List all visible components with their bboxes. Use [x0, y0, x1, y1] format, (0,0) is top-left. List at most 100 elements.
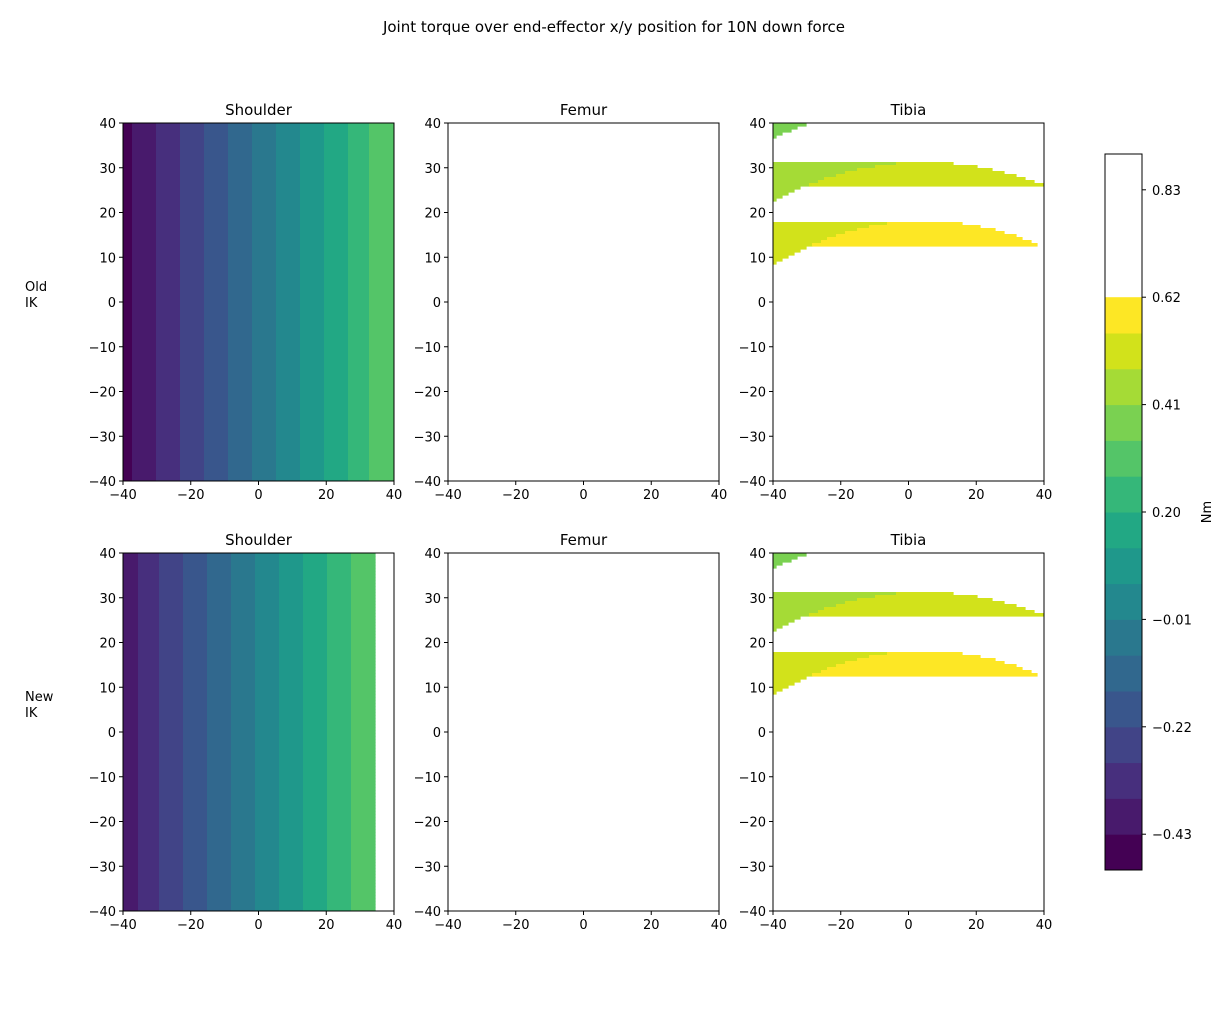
- contour-band: [300, 375, 325, 379]
- contour-band: [327, 859, 352, 863]
- contour-band: [773, 123, 807, 127]
- x-tick-label: 40: [711, 488, 728, 503]
- contour-band: [207, 787, 232, 791]
- contour-band: [303, 628, 328, 632]
- contour-band: [836, 174, 1017, 178]
- contour-band: [327, 592, 352, 596]
- contour-band: [159, 646, 184, 650]
- contour-band: [300, 474, 325, 478]
- contour-band: [183, 775, 208, 779]
- contour-band: [369, 264, 394, 268]
- contour-band: [252, 351, 277, 355]
- contour-band: [255, 853, 280, 857]
- contour-band: [123, 321, 133, 325]
- contour-band: [156, 327, 181, 331]
- contour-band: [369, 411, 394, 415]
- contour-band: [204, 420, 229, 424]
- contour-band: [773, 171, 846, 175]
- contour-band: [300, 393, 325, 397]
- contour-band: [138, 820, 160, 824]
- y-tick-label: −30: [414, 860, 441, 875]
- contour-band: [276, 393, 301, 397]
- contour-band: [204, 276, 229, 280]
- contour-band: [123, 778, 139, 782]
- contour-band: [351, 586, 376, 590]
- contour-band: [204, 210, 229, 214]
- contour-band: [351, 646, 376, 650]
- contour-band: [327, 562, 352, 566]
- contour-band: [252, 249, 277, 253]
- contour-band: [180, 192, 205, 196]
- contour-band: [348, 168, 370, 172]
- contour-band: [183, 577, 208, 581]
- contour-band: [369, 369, 394, 373]
- contour-band: [351, 871, 376, 875]
- contour-band: [123, 207, 133, 211]
- contour-band: [207, 868, 232, 872]
- contour-band: [279, 568, 304, 572]
- contour-band: [207, 820, 232, 824]
- contour-band: [369, 420, 394, 424]
- contour-band: [207, 601, 232, 605]
- contour-band: [138, 559, 160, 563]
- contour-band: [204, 144, 229, 148]
- contour-band: [300, 213, 325, 217]
- contour-band: [252, 285, 277, 289]
- contour-band: [252, 399, 277, 403]
- contour-band: [159, 877, 184, 881]
- contour-band: [279, 835, 304, 839]
- contour-band: [351, 901, 376, 905]
- contour-band: [159, 829, 184, 833]
- contour-band: [252, 246, 277, 250]
- contour-band: [159, 667, 184, 671]
- contour-band: [279, 610, 304, 614]
- contour-band: [156, 126, 181, 130]
- contour-band: [351, 904, 376, 908]
- contour-band: [348, 261, 370, 265]
- contour-band: [183, 607, 208, 611]
- contour-band: [180, 135, 205, 139]
- contour-band: [156, 435, 181, 439]
- contour-band: [324, 249, 349, 253]
- contour-band: [279, 739, 304, 743]
- contour-band: [773, 562, 783, 566]
- contour-band: [324, 192, 349, 196]
- contour-band: [138, 721, 160, 725]
- contour-band: [156, 294, 181, 298]
- contour-band: [123, 562, 139, 566]
- contour-band: [369, 276, 394, 280]
- contour-band: [252, 369, 277, 373]
- colorbar-tick-label: 0.41: [1152, 399, 1181, 414]
- contour-band: [228, 429, 253, 433]
- contour-band: [231, 880, 256, 884]
- contour-band: [255, 742, 280, 746]
- contour-band: [207, 859, 232, 863]
- contour-band: [138, 901, 160, 905]
- contour-band: [351, 790, 376, 794]
- contour-band: [204, 456, 229, 460]
- contour-band: [255, 667, 280, 671]
- contour-band: [279, 886, 304, 890]
- contour-band: [351, 685, 376, 689]
- contour-band: [159, 889, 184, 893]
- contour-band: [231, 787, 256, 791]
- contour-band: [228, 249, 253, 253]
- contour-band: [123, 150, 133, 154]
- contour-band: [156, 234, 181, 238]
- contour-band: [204, 450, 229, 454]
- contour-band: [276, 354, 301, 358]
- contour-band: [327, 847, 352, 851]
- contour-band: [252, 150, 277, 154]
- contour-band: [183, 724, 208, 728]
- contour-band: [279, 574, 304, 578]
- contour-band: [123, 183, 133, 187]
- contour-band: [123, 147, 133, 151]
- contour-band: [369, 435, 394, 439]
- contour-band: [204, 285, 229, 289]
- contour-band: [132, 330, 157, 334]
- contour-band: [252, 282, 277, 286]
- contour-band: [327, 652, 352, 656]
- contour-band: [845, 171, 1005, 175]
- contour-band: [180, 231, 205, 235]
- contour-band: [123, 228, 133, 232]
